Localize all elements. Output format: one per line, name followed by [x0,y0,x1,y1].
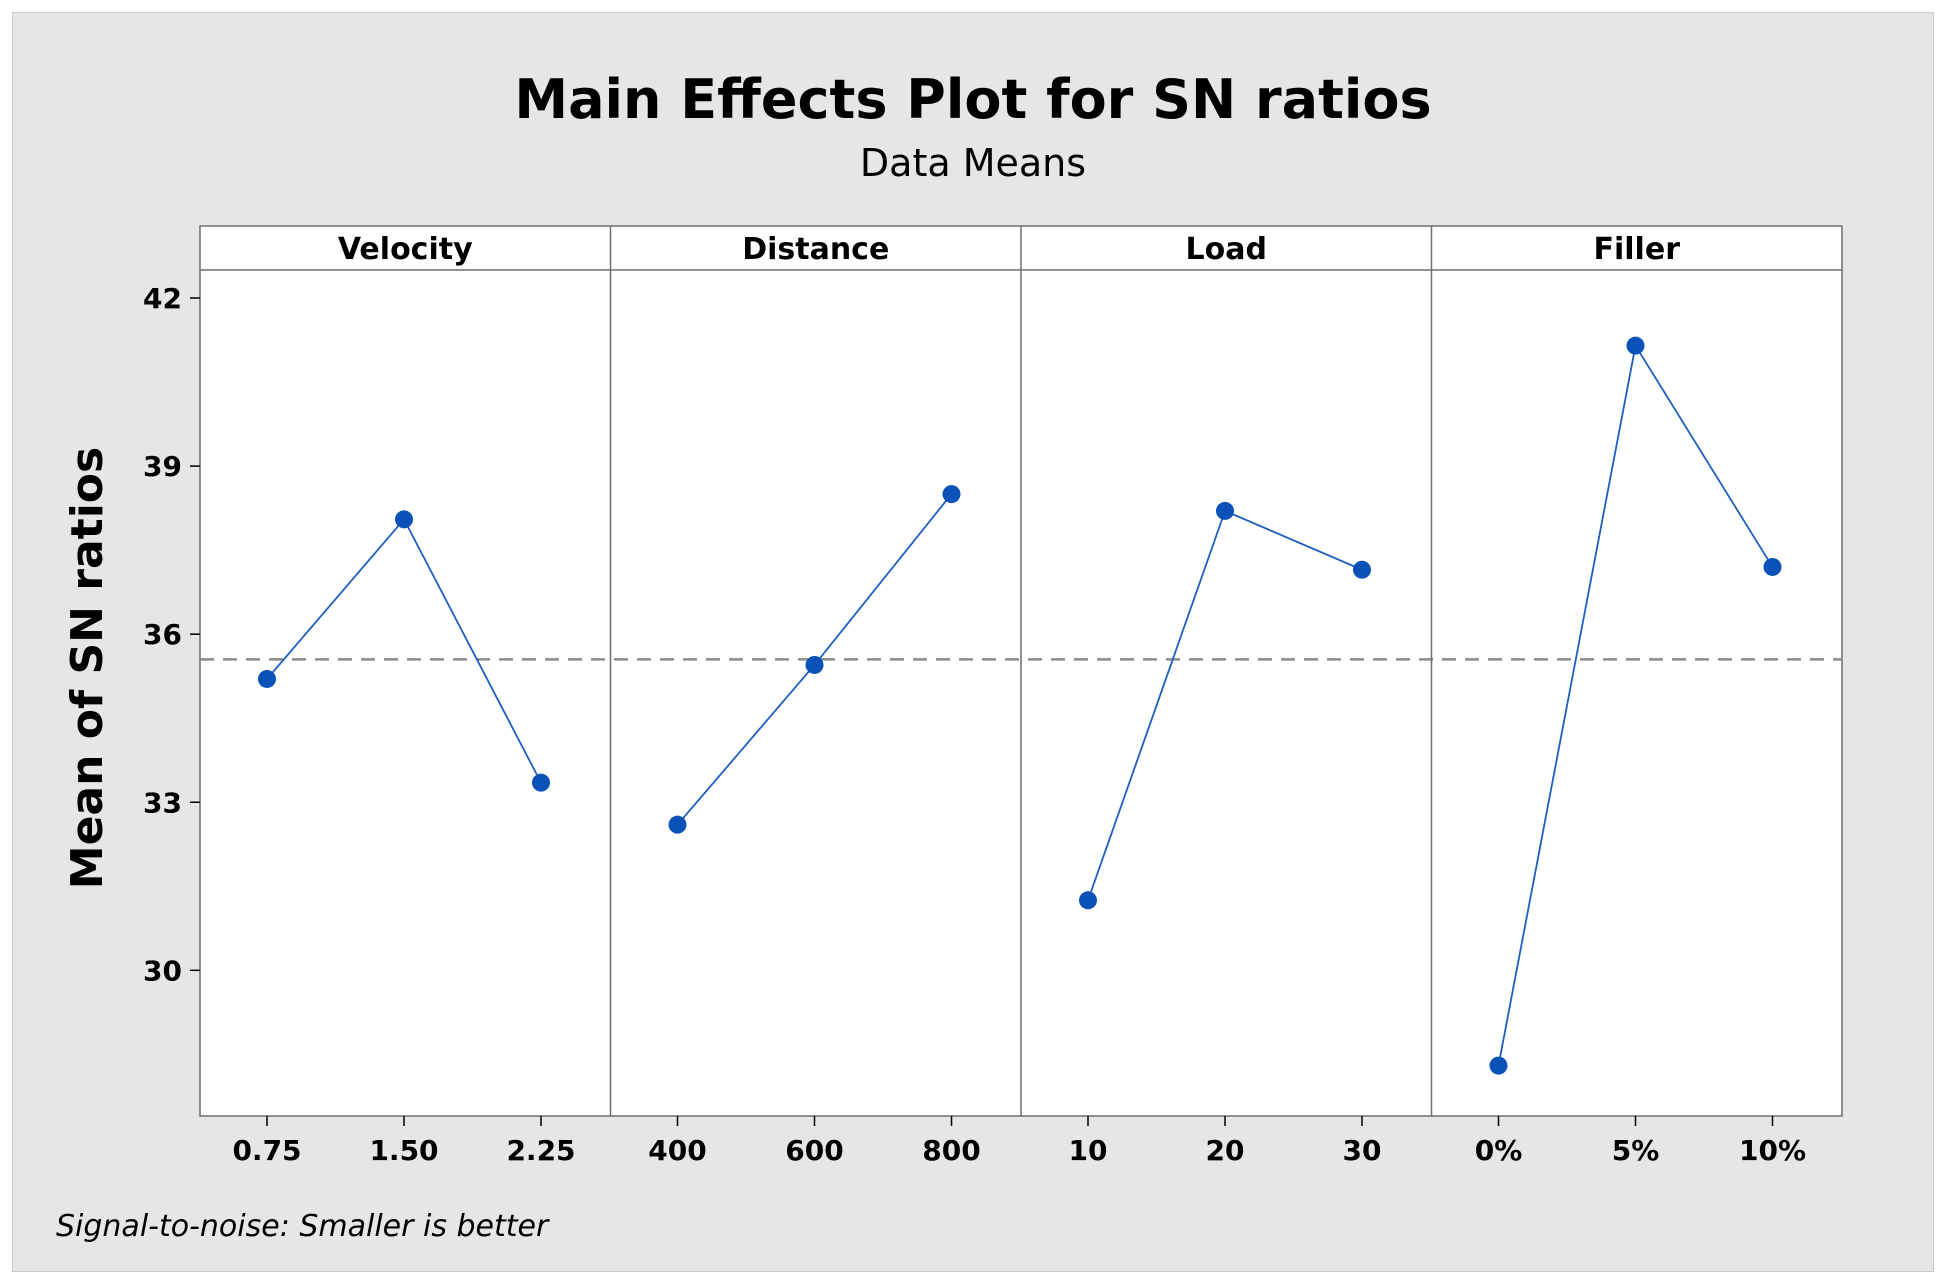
chart-title: Main Effects Plot for SN ratios [514,68,1431,131]
chart-subtitle: Data Means [860,141,1086,185]
y-tick-label-36: 36 [143,618,182,651]
plot-layer: 30 33 36 39 42 Velocity 0.75 1.50 2.25 Distance 40… [143,225,1843,1167]
data-point-filler-2 [1763,557,1782,576]
data-point-velocity-0 [258,669,276,688]
panel-label-load: Load [1186,232,1267,267]
y-tick-label-42: 42 [143,282,182,315]
x-tick-label-filler-0: 0% [1475,1134,1523,1167]
data-point-velocity-1 [395,510,413,529]
panel-label-distance: Distance [742,232,889,267]
x-tick-label-distance-0: 400 [648,1134,706,1167]
y-tick-label-33: 33 [143,786,182,819]
y-axis-label: Mean of SN ratios [62,447,113,889]
x-tick-label-load-1: 20 [1206,1134,1245,1167]
data-point-distance-2 [942,485,961,504]
data-point-velocity-2 [532,773,550,792]
data-point-filler-1 [1626,336,1645,355]
x-tick-label-filler-1: 5% [1612,1134,1660,1167]
x-tick-label-filler-2: 10% [1739,1134,1806,1167]
data-point-load-1 [1216,501,1234,520]
data-point-load-2 [1353,560,1371,579]
x-tick-label-velocity-0: 0.75 [232,1134,301,1167]
footnote: Signal-to-noise: Smaller is better [56,1209,550,1244]
x-tick-label-velocity-1: 1.50 [369,1134,438,1167]
x-tick-label-load-2: 30 [1343,1134,1382,1167]
data-point-filler-0 [1489,1056,1508,1075]
panel-label-velocity: Velocity [338,232,473,267]
x-tick-label-distance-1: 600 [785,1134,843,1167]
panel-label-filler: Filler [1594,232,1681,267]
data-point-distance-1 [805,655,824,674]
x-tick-label-velocity-2: 2.25 [506,1134,575,1167]
x-tick-label-distance-2: 800 [922,1134,980,1167]
y-tick-label-30: 30 [143,954,182,987]
data-point-distance-0 [668,815,687,834]
x-tick-label-load-0: 10 [1069,1134,1108,1167]
y-tick-label-39: 39 [143,450,182,483]
data-point-load-0 [1079,891,1097,910]
